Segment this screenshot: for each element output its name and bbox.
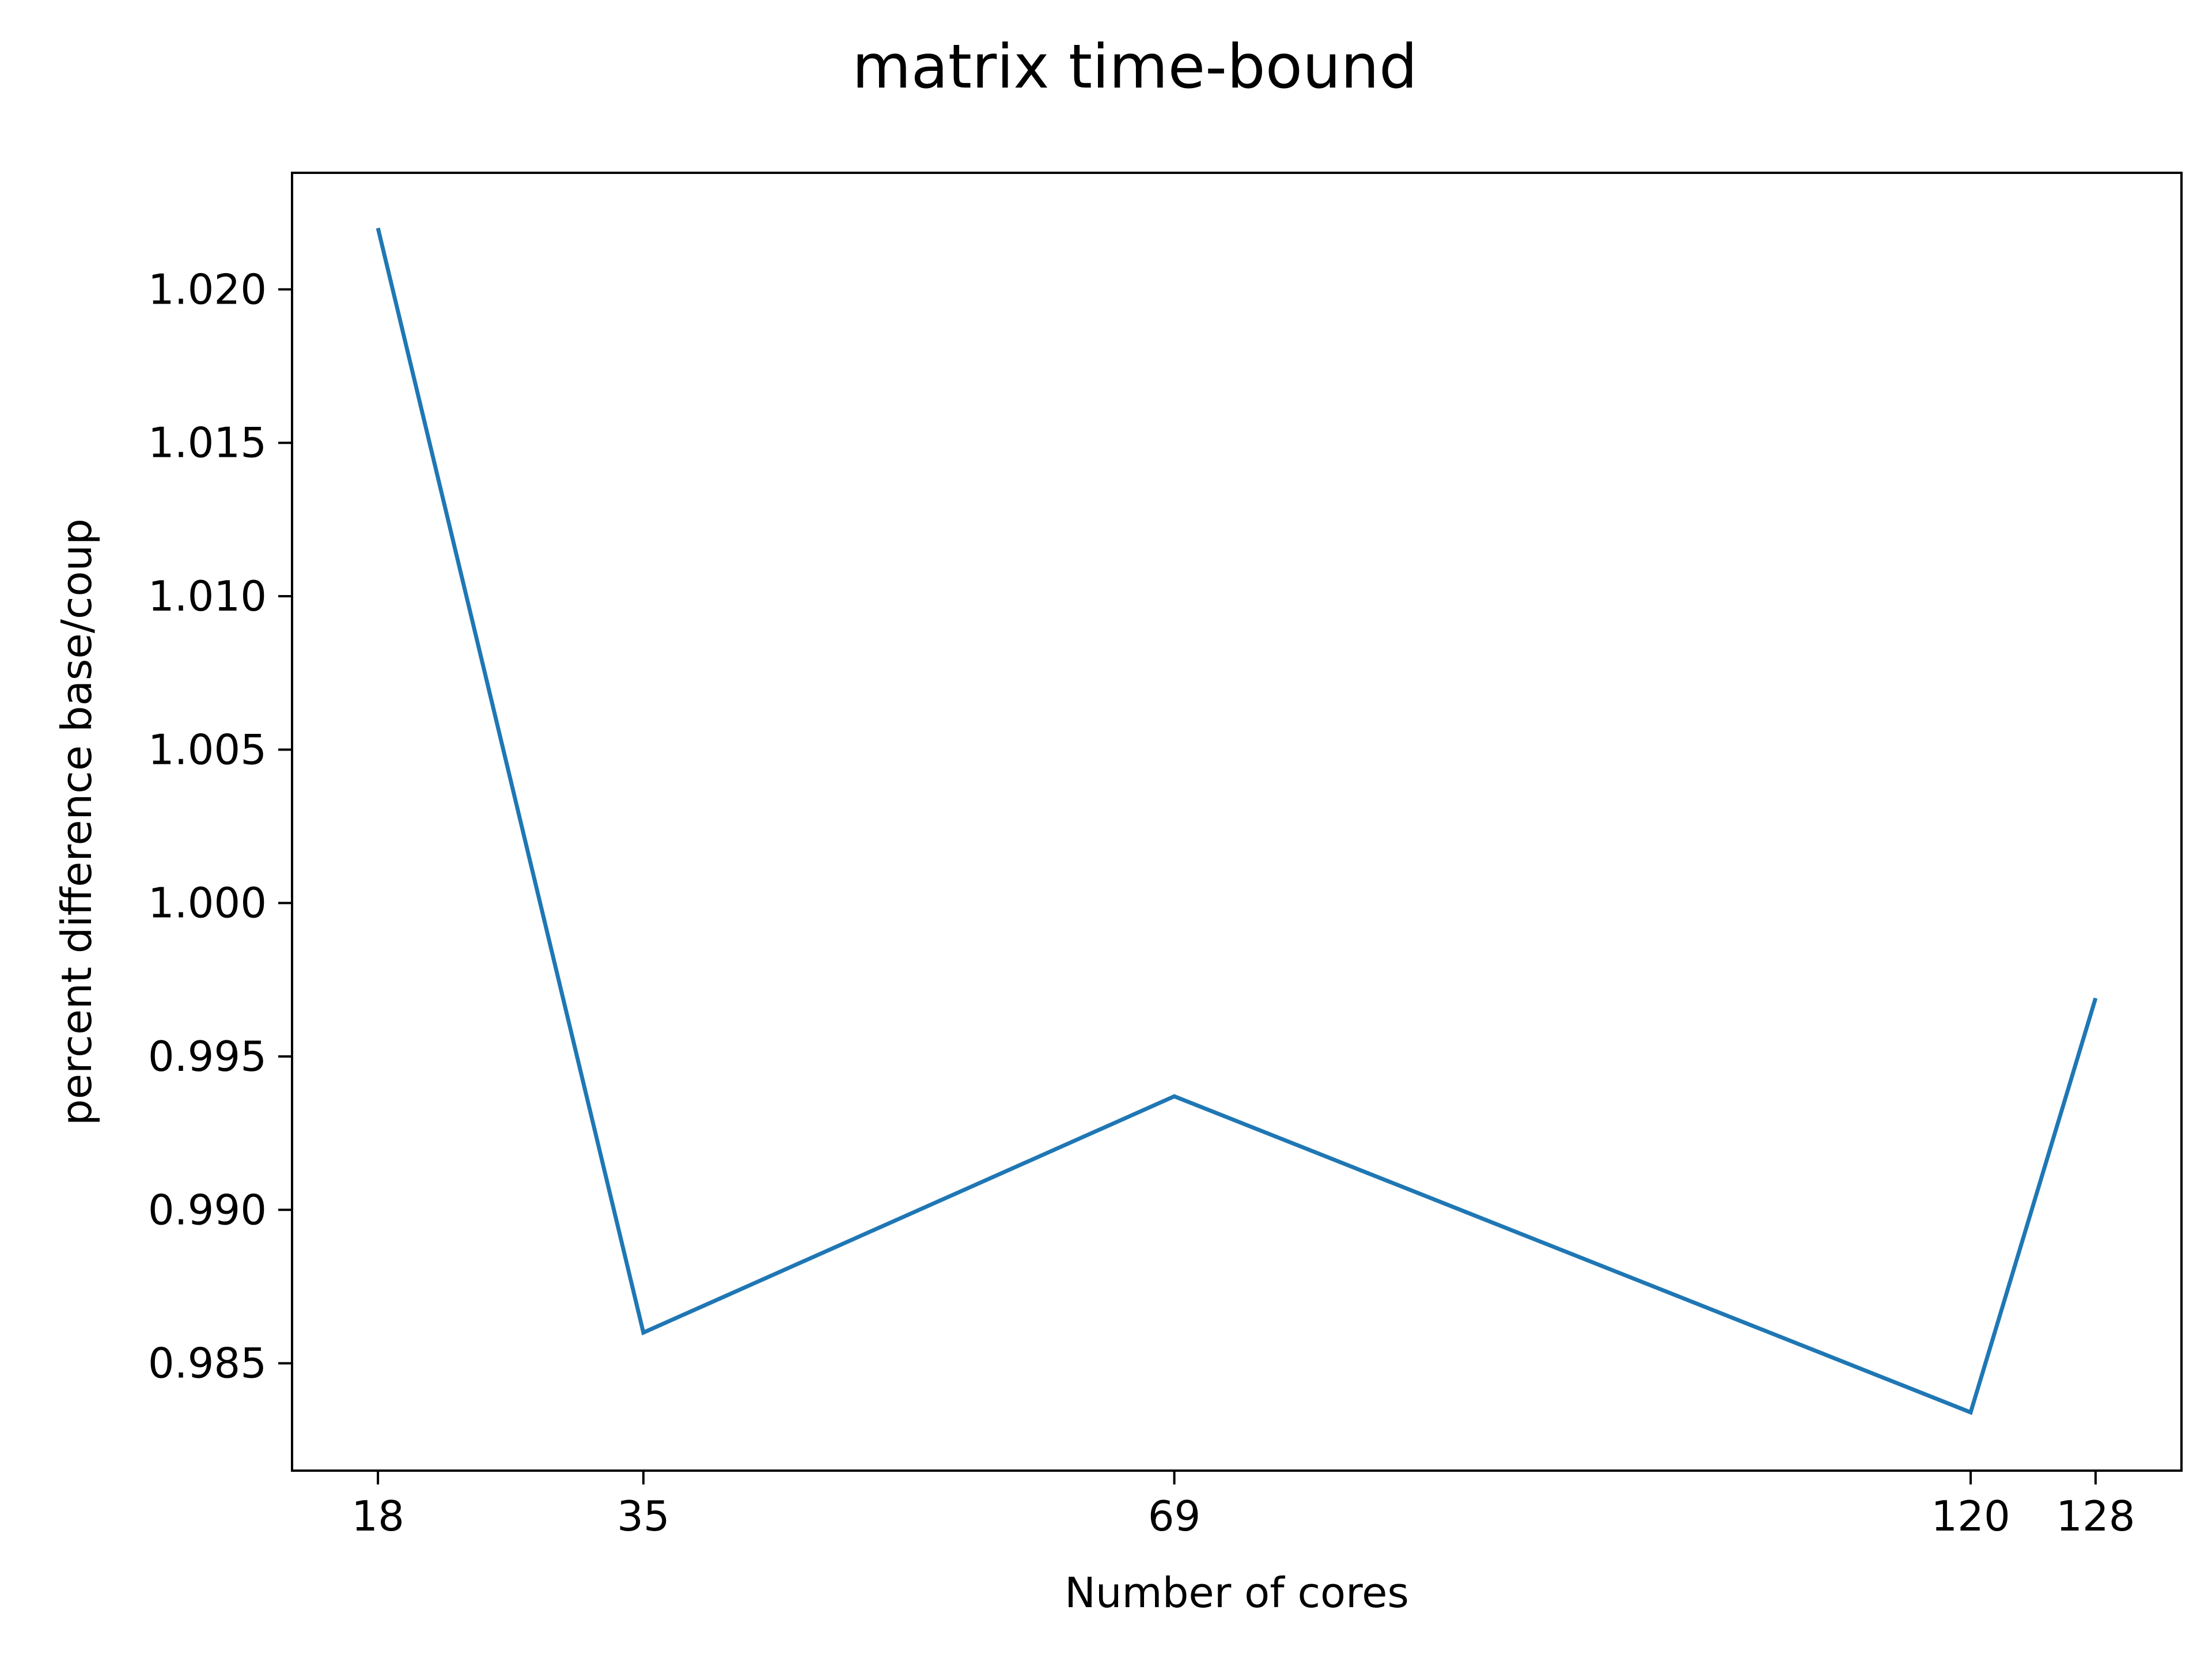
data-point xyxy=(2093,996,2097,1000)
y-tick-label: 1.010 xyxy=(148,572,267,620)
data-point xyxy=(1969,1410,1973,1414)
x-tick-label: 128 xyxy=(2056,1492,2135,1540)
y-axis-label: percent difference base/coup xyxy=(52,518,101,1126)
x-axis-ticks: 18 35 69 120 128 xyxy=(351,1471,2135,1540)
y-tick-label: 0.990 xyxy=(148,1185,267,1234)
series-line xyxy=(376,228,2098,1415)
y-tick-label: 1.000 xyxy=(148,879,267,927)
y-tick-label: 0.995 xyxy=(148,1032,267,1081)
x-tick-label: 35 xyxy=(617,1492,670,1540)
data-point xyxy=(376,226,380,230)
x-tick-label: 69 xyxy=(1148,1492,1201,1540)
x-tick-label: 120 xyxy=(1931,1492,2010,1540)
y-tick-label: 1.015 xyxy=(148,419,267,467)
x-tick-label: 18 xyxy=(351,1492,404,1540)
data-point xyxy=(641,1331,645,1335)
data-point xyxy=(1172,1094,1176,1099)
y-tick-label: 1.005 xyxy=(148,725,267,774)
series-group xyxy=(376,226,2098,1415)
x-axis-label: Number of cores xyxy=(1065,1569,1409,1617)
y-axis-ticks: 0.985 0.990 0.995 1.000 1.005 1.010 1.015 1.020 xyxy=(148,265,292,1388)
plot-area-frame xyxy=(291,172,2183,1472)
y-tick-label: 1.020 xyxy=(148,265,267,313)
y-tick-label: 0.985 xyxy=(148,1339,267,1388)
chart-title: matrix time-bound xyxy=(852,32,1417,102)
